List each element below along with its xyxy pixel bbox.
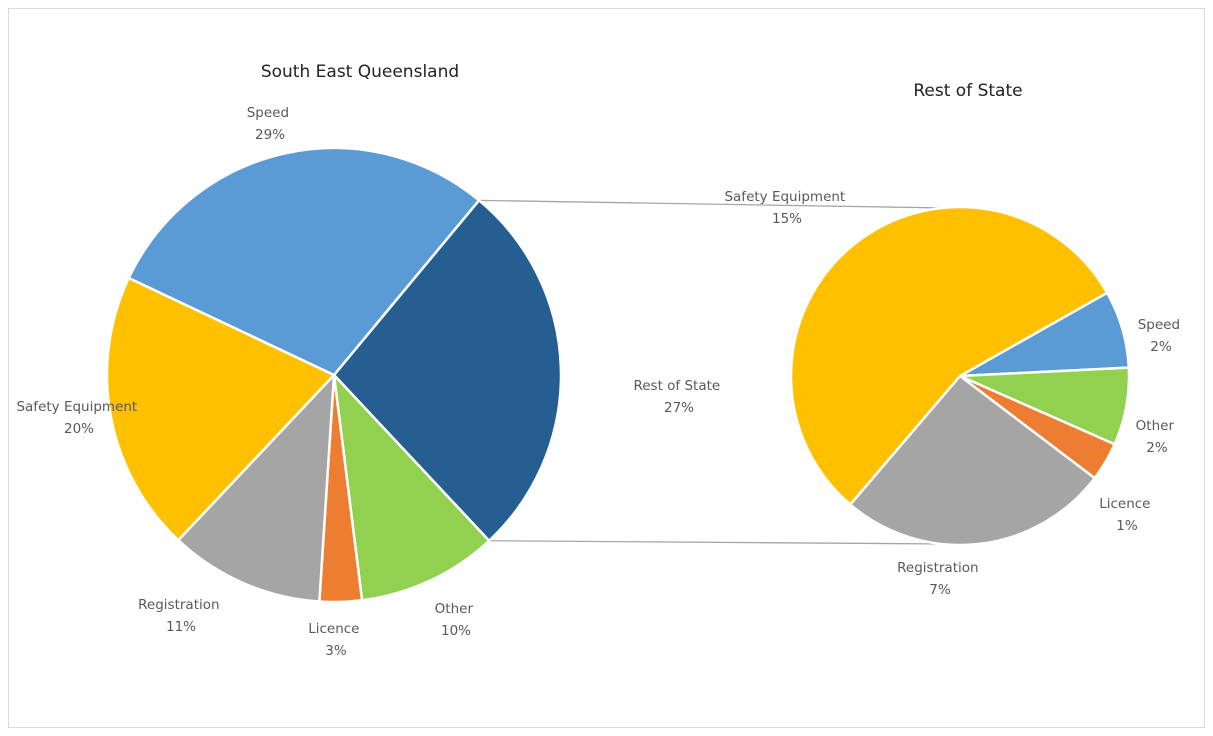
left-label-other: Other 10% [435,601,478,639]
right-label-safety-equipment: Safety Equipment 15% [724,189,849,227]
left-label-safety-equipment: Safety Equipment 20% [16,399,141,437]
left-slice-rest [332,199,563,542]
left-slice-speed [127,146,481,377]
right-label-licence: Licence 1% [1099,496,1155,534]
left-chart-title: South East Queensland [261,62,459,82]
right-label-registration: Registration 7% [897,560,983,598]
right-chart-title: Rest of State [913,81,1022,101]
connector-top [478,199,947,209]
left-slice-safety [105,276,336,542]
right-label-other: Other 2% [1136,418,1179,456]
left-label-licence: Licence 3% [308,621,364,659]
right-label-speed: Speed 2% [1138,317,1185,355]
right-slice-safety [789,205,1109,506]
left-label-rest-of-state: Rest of State 27% [633,378,724,416]
left-slice-registration [177,373,336,603]
left-label-registration: Registration 11% [138,597,224,635]
right-slice-registration [848,374,1096,547]
connector-bottom [489,540,951,545]
left-label-speed: Speed 29% [247,105,294,143]
left-slice-other [332,373,491,602]
